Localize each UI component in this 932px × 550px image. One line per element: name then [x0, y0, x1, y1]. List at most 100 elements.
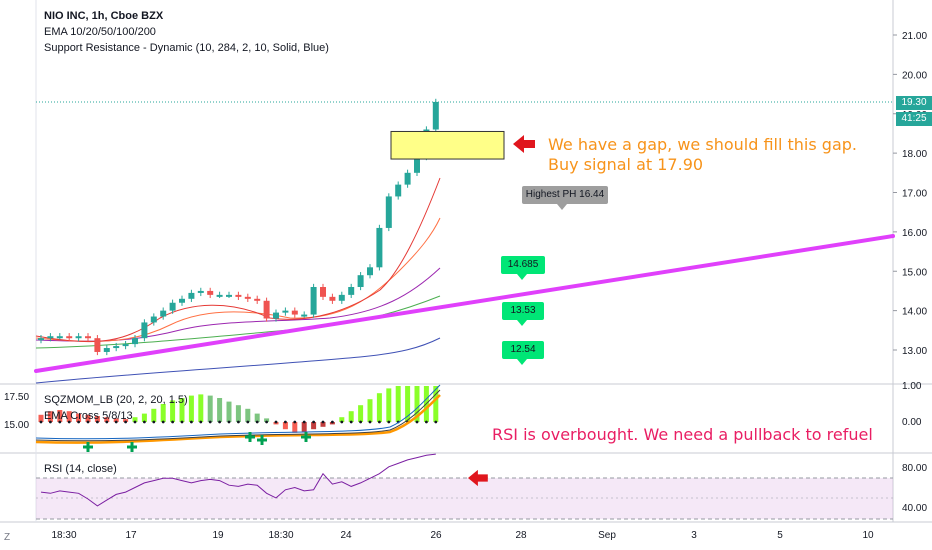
rsi-arrow-icon	[468, 469, 488, 487]
ema-20-line	[35, 217, 441, 342]
candle-body	[301, 314, 308, 317]
time-axis-label: 19	[212, 530, 224, 541]
sqz-histogram-bar	[433, 386, 439, 422]
sqz-zero-dot	[425, 420, 428, 424]
sqz-zero-dot	[246, 420, 250, 424]
candle-body	[75, 336, 82, 339]
sqz-histogram-bar	[217, 398, 223, 422]
ema-200-line	[35, 337, 441, 384]
sqz-histogram-bar	[339, 417, 345, 422]
sqz-histogram-bar	[104, 417, 110, 422]
candle-body	[376, 227, 383, 268]
candle-body	[113, 346, 120, 349]
ema-cross-line-13	[35, 384, 441, 440]
sqz-histogram-bar	[245, 408, 251, 422]
candle-body	[291, 310, 298, 315]
sqz-histogram-bar	[47, 411, 53, 422]
sqz-histogram-bar	[160, 404, 166, 422]
rsi-axis-label: 80.00	[902, 463, 927, 474]
sqz-histogram-bar	[358, 405, 364, 422]
gap-annotation-line1: We have a gap, we should fill this gap.	[548, 135, 857, 154]
sqz-zero-dot	[58, 420, 62, 424]
sqz-histogram-bar	[376, 393, 382, 422]
candle-body	[329, 296, 336, 301]
ema-cross-legend[interactable]: EMA Cross 5/8/13	[44, 410, 133, 422]
candle-body	[338, 294, 345, 301]
time-axis-label: 5	[777, 530, 783, 541]
sqz-zero-dot	[368, 420, 372, 424]
sqz-zero-dot	[284, 420, 287, 424]
time-axis-label: 10	[862, 530, 874, 541]
sqz-histogram-bar	[386, 388, 392, 422]
sqz-histogram-bar	[170, 400, 176, 422]
candle-body	[160, 310, 167, 317]
sqz-zero-dot	[218, 420, 222, 424]
candle-body	[367, 267, 373, 276]
gap-annotation-line2: Buy signal at 17.90	[548, 155, 704, 174]
z-toolbar-button[interactable]: Z	[4, 532, 11, 543]
symbol-legend[interactable]: NIO INC, 1h, Cboe BZX	[44, 10, 164, 22]
sqz-zero-dot	[321, 420, 325, 424]
candle-body	[432, 101, 439, 130]
rsi-annotation: RSI is overbought. We need a pullback to…	[492, 425, 873, 444]
sqz-histogram-bar	[264, 418, 270, 422]
sqz-zero-dot	[312, 420, 315, 424]
candle-body	[273, 312, 279, 319]
ema-cross-line-8	[35, 389, 441, 442]
sqz-zero-dot	[349, 420, 353, 424]
candle-body	[348, 287, 355, 295]
time-axis-label: 28	[515, 530, 527, 541]
price-tick-label: 21.00	[902, 31, 927, 42]
sqz-histogram-bar	[367, 399, 373, 422]
sqz-histogram-bar	[254, 413, 260, 422]
last-price-label: 19.30	[896, 96, 932, 110]
candle-body	[385, 196, 392, 228]
sqz-zero-dot	[180, 420, 184, 424]
candle-body	[404, 172, 411, 185]
sqz-axis-label: 0.00	[902, 417, 922, 428]
sqz-histogram-bar	[301, 422, 307, 432]
price-tick-label: 15.00	[902, 267, 927, 278]
level-label-3: 12.54	[502, 341, 544, 359]
time-axis-label: 3	[691, 530, 697, 541]
cross-plus-marker	[127, 442, 137, 452]
rsi-legend[interactable]: RSI (14, close)	[44, 463, 117, 475]
candle-body	[226, 294, 232, 297]
sqz-histogram-bar	[66, 411, 72, 422]
highest-ph-label: Highest PH 16.44	[522, 186, 608, 204]
countdown-label: 41:25	[896, 112, 932, 126]
rsi-axis-label: 40.00	[902, 503, 927, 514]
sqz-zero-dot	[86, 420, 90, 424]
sqz-zero-dot	[415, 420, 419, 424]
sqz-axis-label: 1.00	[902, 381, 922, 392]
sqz-histogram-bar	[207, 395, 213, 422]
sqz-histogram-bar	[235, 405, 241, 422]
sqz-zero-dot	[67, 420, 71, 424]
level-label-2: 13.53	[502, 302, 544, 320]
candle-body	[122, 344, 129, 347]
candle-body	[254, 298, 261, 301]
level-label-pointer	[557, 204, 567, 210]
support-trendline	[34, 234, 895, 373]
candle-body	[197, 290, 204, 293]
rsi-line	[40, 453, 436, 507]
level-label-pointer	[517, 320, 527, 326]
sqz-zero-dot	[77, 420, 80, 424]
support-resistance-legend[interactable]: Support Resistance - Dynamic (10, 284, 2…	[44, 42, 329, 54]
sqzmom-legend[interactable]: SQZMOM_LB (20, 2, 20, 1.5)	[44, 394, 188, 406]
ema-legend[interactable]: EMA 10/20/50/100/200	[44, 26, 156, 38]
price-tick-label: 18.00	[902, 149, 927, 160]
sqz-zero-dot	[434, 420, 438, 424]
sqz-histogram-bar	[132, 417, 138, 422]
price-tick-label: 17.00	[902, 189, 927, 200]
sqz-zero-dot	[105, 420, 109, 424]
sqz-zero-dot	[274, 420, 278, 424]
ema-10-line	[35, 177, 441, 343]
sqz-zero-dot	[359, 420, 362, 424]
sqz-histogram-bar	[57, 410, 63, 422]
time-axis-label: Sep	[598, 530, 616, 541]
sqz-zero-dot	[227, 420, 231, 424]
level-label-pointer	[517, 359, 527, 365]
sqz-histogram-bar	[188, 395, 194, 422]
